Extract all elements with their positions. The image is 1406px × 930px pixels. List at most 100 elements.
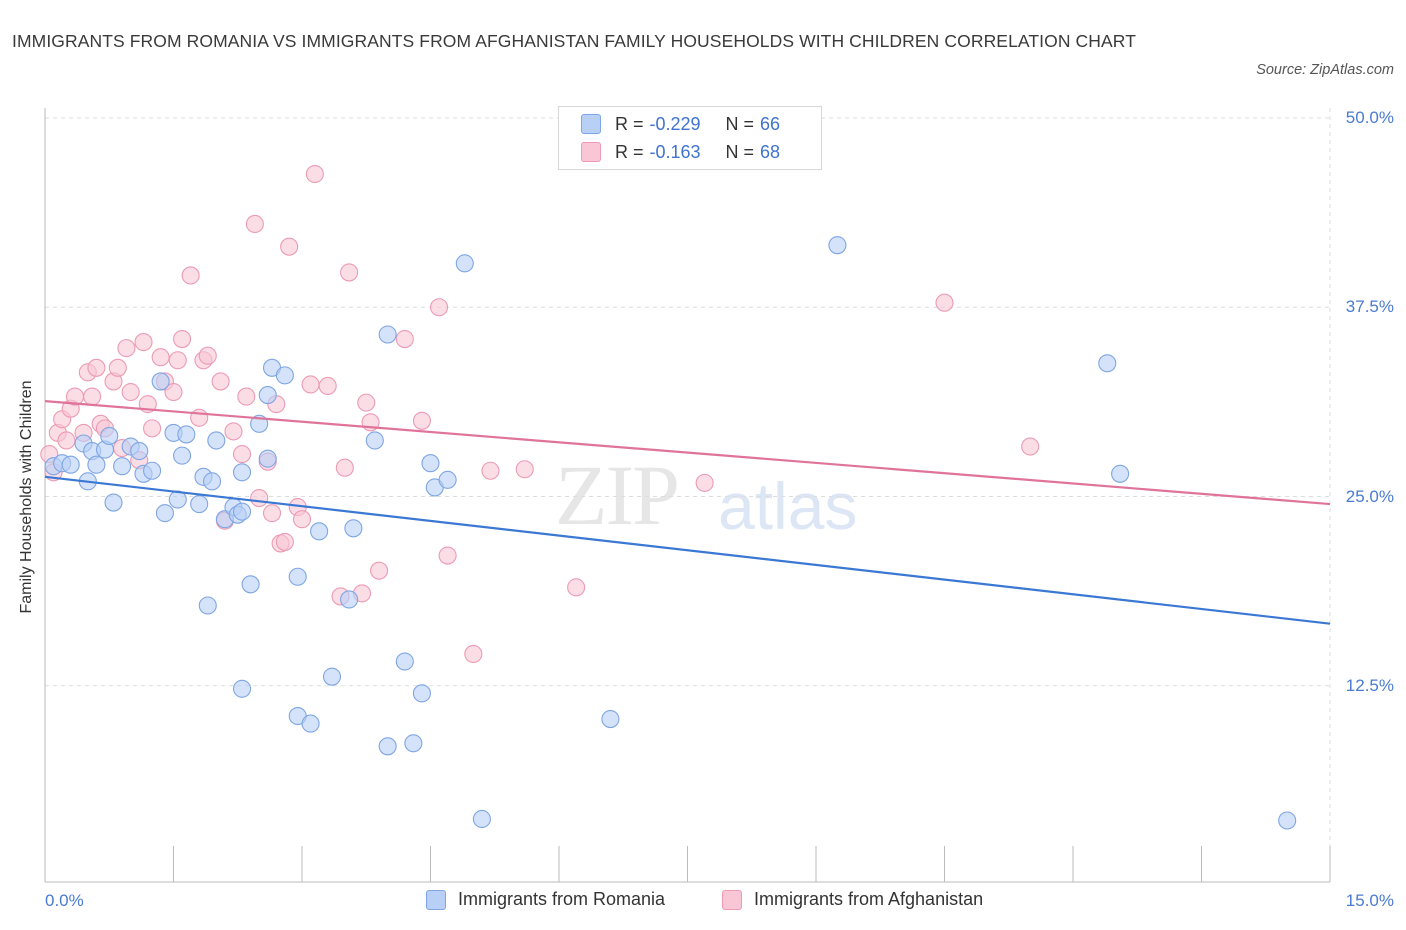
afghanistan-point-19 <box>134 333 153 352</box>
romania-point-15 <box>151 372 170 391</box>
romania-point-21 <box>190 495 209 514</box>
romania-point-34 <box>258 386 277 405</box>
romania-point-55 <box>472 809 491 829</box>
afghanistan-point-43 <box>280 237 299 256</box>
y-tick-label-0: 50.0% <box>1345 108 1394 127</box>
afghanistan-r-value: -0.163 <box>649 141 701 162</box>
afghanistan-point-65 <box>935 293 954 312</box>
legend-item-romania[interactable]: Immigrants from Romania <box>426 889 665 910</box>
romania-point-40 <box>301 714 320 733</box>
afghanistan-point-46 <box>301 375 320 394</box>
romania-trend-line <box>44 475 1331 625</box>
x-tick-min: 0.0% <box>45 891 84 910</box>
afghanistan-point-10 <box>87 358 106 377</box>
romania-point-23 <box>198 596 217 615</box>
romania-point-19 <box>173 446 192 465</box>
romania-point-43 <box>340 590 359 609</box>
afghanistan-point-31 <box>211 372 230 391</box>
romania-point-29 <box>232 463 252 482</box>
romania-point-10 <box>113 457 132 476</box>
afghanistan-point-37 <box>250 488 269 508</box>
romania-point-53 <box>438 470 457 489</box>
romania-point-54 <box>455 254 474 273</box>
afghanistan-point-24 <box>164 382 183 402</box>
romania-point-57 <box>828 236 847 255</box>
afghanistan-point-28 <box>190 408 209 427</box>
axes <box>44 108 1331 883</box>
romania-point-59 <box>1111 464 1130 483</box>
legend-item-afghanistan[interactable]: Immigrants from Afghanistan <box>722 889 983 910</box>
afghanistan-point-30 <box>198 346 217 365</box>
afghanistan-point-58 <box>430 298 449 317</box>
romania-point-60 <box>1278 811 1297 830</box>
romania-point-51 <box>421 454 440 473</box>
romania-point-38 <box>288 567 307 586</box>
romania-point-42 <box>322 667 342 686</box>
y-tick-label-3: 12.5% <box>1345 675 1394 695</box>
afghanistan-swatch <box>581 142 601 162</box>
y-axis-label: Family Households with Children <box>18 380 35 614</box>
x-tick-max: 15.0% <box>1345 891 1394 910</box>
afghanistan-point-27 <box>181 266 200 285</box>
legend-row-afghanistan: R = -0.163 N = 68 <box>581 139 780 165</box>
afghanistan-n-value: 68 <box>760 141 781 162</box>
afghanistan-point-62 <box>515 460 534 479</box>
afghanistan-point-22 <box>151 348 170 367</box>
romania-point-58 <box>1098 354 1117 373</box>
afghanistan-point-45 <box>292 510 312 529</box>
afghanistan-n-label: N = <box>725 141 755 162</box>
afghanistan-point-57 <box>412 411 431 430</box>
romania-point-24 <box>203 472 222 491</box>
romania-point-16 <box>155 504 174 523</box>
afghanistan-trend-line <box>44 400 1331 506</box>
romania-r-value: -0.229 <box>649 113 701 134</box>
y-tick-label-2: 25.0% <box>1345 486 1394 506</box>
romania-point-56 <box>601 710 620 729</box>
afghanistan-point-42 <box>275 532 294 551</box>
afghanistan-point-9 <box>83 387 102 406</box>
afghanistan-point-39 <box>262 504 282 523</box>
afghanistan-point-33 <box>224 422 243 441</box>
trend-lines <box>44 400 1331 625</box>
legend-row-romania: R = -0.229 N = 66 <box>581 111 780 137</box>
afghanistan-point-4 <box>57 431 76 450</box>
romania-point-8 <box>100 426 119 445</box>
afghanistan-legend-swatch <box>722 889 742 910</box>
afghanistan-point-50 <box>335 458 354 477</box>
afghanistan-point-63 <box>567 578 586 597</box>
stats-legend: R = -0.229 N = 66 R = -0.163 N = 68 <box>558 106 822 170</box>
afghanistan-point-64 <box>695 473 714 492</box>
romania-point-9 <box>104 493 123 512</box>
afghanistan-point-36 <box>245 214 264 234</box>
afghanistan-point-21 <box>143 419 162 438</box>
romania-point-14 <box>143 461 162 480</box>
romania-point-12 <box>130 442 149 461</box>
romania-point-35 <box>258 449 277 468</box>
afghanistan-point-16 <box>117 339 136 358</box>
afghanistan-point-60 <box>464 644 483 664</box>
romania-point-30 <box>232 502 252 521</box>
afghanistan-point-55 <box>370 561 389 580</box>
romania-legend-label: Immigrants from Romania <box>458 889 666 909</box>
romania-legend-swatch <box>426 889 446 910</box>
afghanistan-legend-label: Immigrants from Afghanistan <box>754 889 984 909</box>
romania-point-44 <box>344 519 363 538</box>
romania-point-6 <box>87 455 106 474</box>
afghanistan-point-26 <box>173 329 192 349</box>
afghanistan-point-17 <box>121 382 140 402</box>
y-tick-label-1: 37.5% <box>1345 297 1394 317</box>
romania-point-20 <box>177 425 196 444</box>
afghanistan-point-51 <box>340 263 359 282</box>
afghanistan-point-59 <box>438 546 457 565</box>
afghanistan-point-48 <box>318 376 337 396</box>
romania-n-label: N = <box>725 113 755 134</box>
afghanistan-point-56 <box>395 329 414 349</box>
afghanistan-r-label: R = <box>615 141 644 162</box>
romania-point-46 <box>378 325 397 344</box>
grid-lines <box>44 108 1331 882</box>
watermark-atlas: atlas <box>718 469 858 543</box>
afghanistan-point-61 <box>481 461 500 480</box>
romania-point-50 <box>412 684 431 703</box>
afghanistan-point-66 <box>1021 437 1040 456</box>
